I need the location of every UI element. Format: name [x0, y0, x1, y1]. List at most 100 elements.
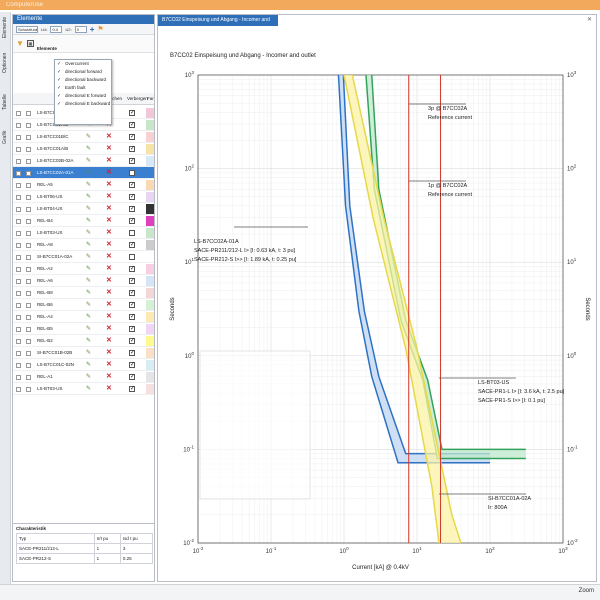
- edit-pencil-icon[interactable]: ✎: [86, 386, 92, 392]
- char-a[interactable]: 1: [93, 543, 121, 554]
- row-select-checkbox[interactable]: [16, 387, 21, 392]
- color-swatch[interactable]: [146, 228, 154, 238]
- delete-x-icon[interactable]: ✕: [106, 181, 112, 188]
- row-visible-checkbox[interactable]: [26, 219, 31, 224]
- edit-pencil-icon[interactable]: ✎: [86, 350, 92, 356]
- color-swatch[interactable]: [146, 156, 154, 166]
- delete-x-icon[interactable]: ✕: [106, 361, 112, 368]
- edit-pencil-icon[interactable]: ✎: [86, 146, 92, 152]
- edit-pencil-icon[interactable]: ✎: [86, 206, 92, 212]
- hide-checkbox[interactable]: ✓: [129, 386, 136, 392]
- color-swatch[interactable]: [146, 108, 154, 118]
- delete-x-icon[interactable]: ✕: [106, 301, 112, 308]
- table-row[interactable]: REL-B5 ✎ ✕ ✓: [13, 323, 154, 335]
- delete-x-icon[interactable]: ✕: [106, 133, 112, 140]
- row-visible-checkbox[interactable]: [26, 243, 31, 248]
- hide-checkbox[interactable]: ✓: [129, 122, 136, 128]
- side-tab-options[interactable]: Optionen: [2, 52, 8, 74]
- table-row[interactable]: REL-B4 ✎ ✕ ✓: [13, 215, 154, 227]
- zoom-control[interactable]: Zoom: [578, 588, 594, 594]
- color-swatch[interactable]: [146, 144, 154, 154]
- delete-x-icon[interactable]: ✕: [106, 241, 112, 248]
- filter-option[interactable]: directional forward: [55, 68, 111, 76]
- edit-pencil-icon[interactable]: ✎: [86, 266, 92, 272]
- row-select-checkbox[interactable]: [16, 339, 21, 344]
- pin-icon[interactable]: ⚑: [97, 26, 104, 33]
- char-b[interactable]: 0.25: [119, 553, 154, 564]
- color-swatch[interactable]: [146, 252, 154, 262]
- color-swatch[interactable]: [146, 336, 154, 346]
- color-swatch[interactable]: [146, 276, 154, 286]
- delete-x-icon[interactable]: ✕: [106, 145, 112, 152]
- table-row[interactable]: SI-B7CC01A-02A ✎ ✕: [13, 251, 154, 263]
- row-select-checkbox[interactable]: [16, 351, 21, 356]
- delete-x-icon[interactable]: ✕: [106, 313, 112, 320]
- delete-x-icon[interactable]: ✕: [106, 229, 112, 236]
- row-visible-checkbox[interactable]: [26, 291, 31, 296]
- edit-pencil-icon[interactable]: ✎: [86, 290, 92, 296]
- column-header-hide[interactable]: Verbergen: [127, 96, 148, 101]
- edit-pencil-icon[interactable]: ✎: [86, 302, 92, 308]
- close-icon[interactable]: ✕: [586, 17, 592, 23]
- edit-pencil-icon[interactable]: ✎: [86, 254, 92, 260]
- table-row[interactable]: LS-BT06-US ✎ ✕ ✓: [13, 191, 154, 203]
- row-visible-checkbox[interactable]: [26, 195, 31, 200]
- edit-pencil-icon[interactable]: ✎: [86, 374, 92, 380]
- edit-pencil-icon[interactable]: ✎: [86, 122, 92, 128]
- row-select-checkbox[interactable]: [16, 303, 21, 308]
- row-select-checkbox[interactable]: [16, 159, 21, 164]
- edit-pencil-icon[interactable]: ✎: [86, 314, 92, 320]
- table-row[interactable]: REL-A2 ✎ ✕ ✓: [13, 263, 154, 275]
- row-select-checkbox[interactable]: [16, 219, 21, 224]
- row-select-checkbox[interactable]: [16, 291, 21, 296]
- filter-option[interactable]: Earth fault: [55, 84, 111, 92]
- table-row[interactable]: LS-BT03-US ✎ ✕: [13, 227, 154, 239]
- table-row[interactable]: REL-B6 ✎ ✕ ✓: [13, 299, 154, 311]
- row-visible-checkbox[interactable]: [26, 135, 31, 140]
- row-visible-checkbox[interactable]: [26, 255, 31, 260]
- row-select-checkbox[interactable]: [16, 231, 21, 236]
- row-select-checkbox[interactable]: [16, 315, 21, 320]
- delete-x-icon[interactable]: ✕: [106, 373, 112, 380]
- row-select-checkbox[interactable]: [16, 183, 21, 188]
- edit-pencil-icon[interactable]: ✎: [86, 134, 92, 140]
- color-swatch[interactable]: [146, 360, 154, 370]
- row-select-checkbox[interactable]: [16, 267, 21, 272]
- add-icon[interactable]: +: [89, 24, 95, 34]
- color-swatch[interactable]: [146, 132, 154, 142]
- delete-x-icon[interactable]: ✕: [106, 277, 112, 284]
- table-row[interactable]: LS-B7CC01C-02N ✎ ✕ ✓: [13, 359, 154, 371]
- row-visible-checkbox[interactable]: [26, 207, 31, 212]
- table-row[interactable]: SACE-PR212-S 1 0.25: [16, 553, 154, 564]
- table-row[interactable]: REL-B8 ✎ ✕ ✓: [13, 287, 154, 299]
- u-input[interactable]: 0: [74, 25, 87, 33]
- edit-pencil-icon[interactable]: ✎: [86, 278, 92, 284]
- hide-checkbox[interactable]: ✓: [129, 326, 136, 332]
- hide-checkbox[interactable]: ✓: [129, 278, 136, 284]
- edit-pencil-icon[interactable]: ✎: [86, 242, 92, 248]
- hide-checkbox[interactable]: ✓: [129, 194, 136, 200]
- hide-checkbox[interactable]: ✓: [129, 302, 136, 308]
- row-visible-checkbox[interactable]: [26, 183, 31, 188]
- table-row[interactable]: REL-B2 ✎ ✕ ✓: [13, 335, 154, 347]
- column-header-color[interactable]: Far: [147, 96, 154, 101]
- table-row[interactable]: REL-A1 ✎ ✕ ✓: [13, 371, 154, 383]
- delete-x-icon[interactable]: ✕: [106, 157, 112, 164]
- row-visible-checkbox[interactable]: [26, 231, 31, 236]
- filter-option[interactable]: directional backward: [55, 76, 111, 84]
- hide-checkbox[interactable]: ✓: [129, 314, 136, 320]
- color-swatch[interactable]: [146, 384, 154, 394]
- color-swatch[interactable]: [146, 300, 154, 310]
- row-visible-checkbox[interactable]: [26, 267, 31, 272]
- table-row[interactable]: REL-A4 ✎ ✕ ✓: [13, 311, 154, 323]
- row-select-checkbox[interactable]: [16, 375, 21, 380]
- hide-checkbox[interactable]: ✓: [129, 338, 136, 344]
- side-tab-graphic[interactable]: Grafik: [2, 130, 8, 144]
- color-swatch[interactable]: [146, 216, 154, 226]
- table-row[interactable]: REL-A8 ✎ ✕ ✓: [13, 239, 154, 251]
- hide-checkbox[interactable]: ✓: [129, 182, 136, 188]
- delete-x-icon[interactable]: ✕: [106, 253, 112, 260]
- delete-x-icon[interactable]: ✕: [106, 349, 112, 356]
- row-select-checkbox[interactable]: [16, 123, 21, 128]
- hide-checkbox[interactable]: ✓: [129, 110, 136, 116]
